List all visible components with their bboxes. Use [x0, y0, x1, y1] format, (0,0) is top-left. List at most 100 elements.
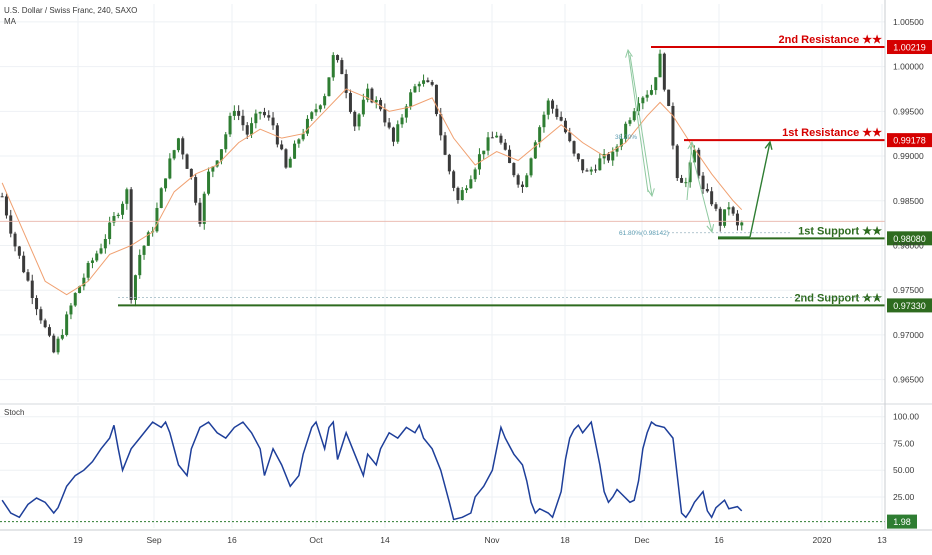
- candle-body: [417, 83, 421, 87]
- candle-body: [159, 188, 163, 208]
- time-tick-label: 14: [380, 535, 390, 545]
- price-tick-label: 0.99000: [893, 151, 924, 161]
- candle-body: [293, 143, 297, 159]
- candle-body: [176, 138, 180, 151]
- candle-body: [344, 74, 348, 93]
- ma-indicator-label[interactable]: MA: [4, 17, 17, 26]
- candle-body: [181, 138, 185, 155]
- candle-body: [250, 123, 254, 135]
- candle-body: [688, 162, 692, 183]
- candle-body: [568, 132, 572, 142]
- price-level-tag-text: 0.98080: [893, 234, 926, 244]
- candle-body: [413, 86, 417, 93]
- stoch-tick-label: 100.00: [893, 412, 919, 422]
- candle-body: [680, 178, 684, 183]
- candle-body: [735, 213, 739, 226]
- candle-body: [142, 245, 146, 255]
- candle-body: [619, 138, 623, 147]
- candle-body: [314, 109, 318, 113]
- candle-body: [520, 184, 524, 187]
- candle-body: [284, 149, 288, 168]
- candle-body: [465, 188, 469, 191]
- candle-body: [606, 154, 610, 161]
- candle-body: [641, 97, 645, 104]
- candle-body: [585, 170, 589, 172]
- candle-body: [228, 115, 232, 135]
- candle-body: [469, 179, 473, 189]
- candle-body: [645, 94, 649, 98]
- candle-body: [439, 114, 443, 136]
- candle-body: [460, 190, 464, 201]
- price-level-tag: [887, 231, 932, 246]
- support-label: 1st Support ★★: [798, 225, 882, 237]
- fib-arrow-down: [629, 54, 653, 197]
- candle-body: [434, 84, 438, 115]
- candle-body: [684, 182, 688, 184]
- candle-body: [379, 99, 383, 110]
- candle-body: [30, 280, 34, 299]
- fib-arrow-up-2-head: [687, 140, 696, 150]
- candle-body: [361, 99, 365, 115]
- candle-body: [194, 177, 198, 203]
- candle-body: [78, 286, 82, 294]
- candle-body: [718, 208, 722, 226]
- price-tick-label: 0.97000: [893, 330, 924, 340]
- main-gridlines: [0, 4, 885, 402]
- candle-body: [116, 214, 120, 216]
- time-tick-label: Sep: [146, 535, 161, 545]
- candle-body: [168, 158, 172, 179]
- candle-body: [232, 110, 236, 116]
- candle-body: [43, 320, 47, 328]
- candle-body: [207, 171, 211, 194]
- candle-body: [516, 175, 520, 185]
- candle-body: [327, 77, 331, 97]
- candle-body: [662, 53, 666, 90]
- candle-body: [138, 254, 142, 276]
- stoch-tick-label: 50.00: [893, 465, 915, 475]
- candle-body: [13, 233, 17, 247]
- candle-body: [391, 127, 395, 142]
- price-tick-label: 0.98500: [893, 196, 924, 206]
- price-tick-label: 0.99500: [893, 106, 924, 116]
- candle-body: [95, 253, 99, 261]
- candle-body: [701, 175, 705, 190]
- candle-body: [714, 204, 718, 209]
- candle-body: [305, 118, 309, 134]
- candle-body: [275, 125, 279, 145]
- candle-body: [69, 305, 73, 315]
- candle-body: [486, 137, 490, 151]
- ma-layer: [0, 88, 885, 296]
- stoch-indicator-label[interactable]: Stoch: [4, 408, 24, 417]
- candle-body: [348, 92, 352, 112]
- fib-61-label: 61.80%(0.98142): [619, 230, 669, 237]
- candle-body: [301, 133, 305, 140]
- candle-body: [551, 100, 555, 109]
- candle-body: [254, 113, 258, 124]
- stoch-value-tag-text: 1.98: [893, 517, 911, 527]
- levels-layer: 2nd Resistance ★★ 1.00219 1st Resistance ★…: [118, 34, 932, 313]
- candle-body: [632, 111, 636, 121]
- candle-body: [297, 139, 301, 144]
- candle-body: [426, 80, 430, 83]
- candle-body: [594, 169, 598, 171]
- time-tick-label: Dec: [634, 535, 650, 545]
- candle-body: [456, 187, 460, 201]
- candle-body: [90, 260, 94, 263]
- projection-arrow: [749, 141, 771, 238]
- fib-arrow-up-head: [625, 48, 633, 58]
- candle-body: [705, 189, 709, 192]
- candle-body: [503, 142, 507, 150]
- fib-arrow-down-2-head: [706, 224, 715, 234]
- candle-body: [224, 134, 228, 150]
- candle-body: [198, 202, 202, 224]
- candle-body: [17, 246, 21, 256]
- candle-body: [512, 163, 516, 176]
- candle-body: [374, 99, 378, 103]
- candle-body: [215, 160, 219, 167]
- candle-body: [490, 137, 494, 139]
- candle-body: [245, 125, 249, 135]
- support-label: 2nd Support ★★: [794, 292, 882, 304]
- candle-body: [133, 275, 137, 300]
- candle-body: [103, 239, 107, 249]
